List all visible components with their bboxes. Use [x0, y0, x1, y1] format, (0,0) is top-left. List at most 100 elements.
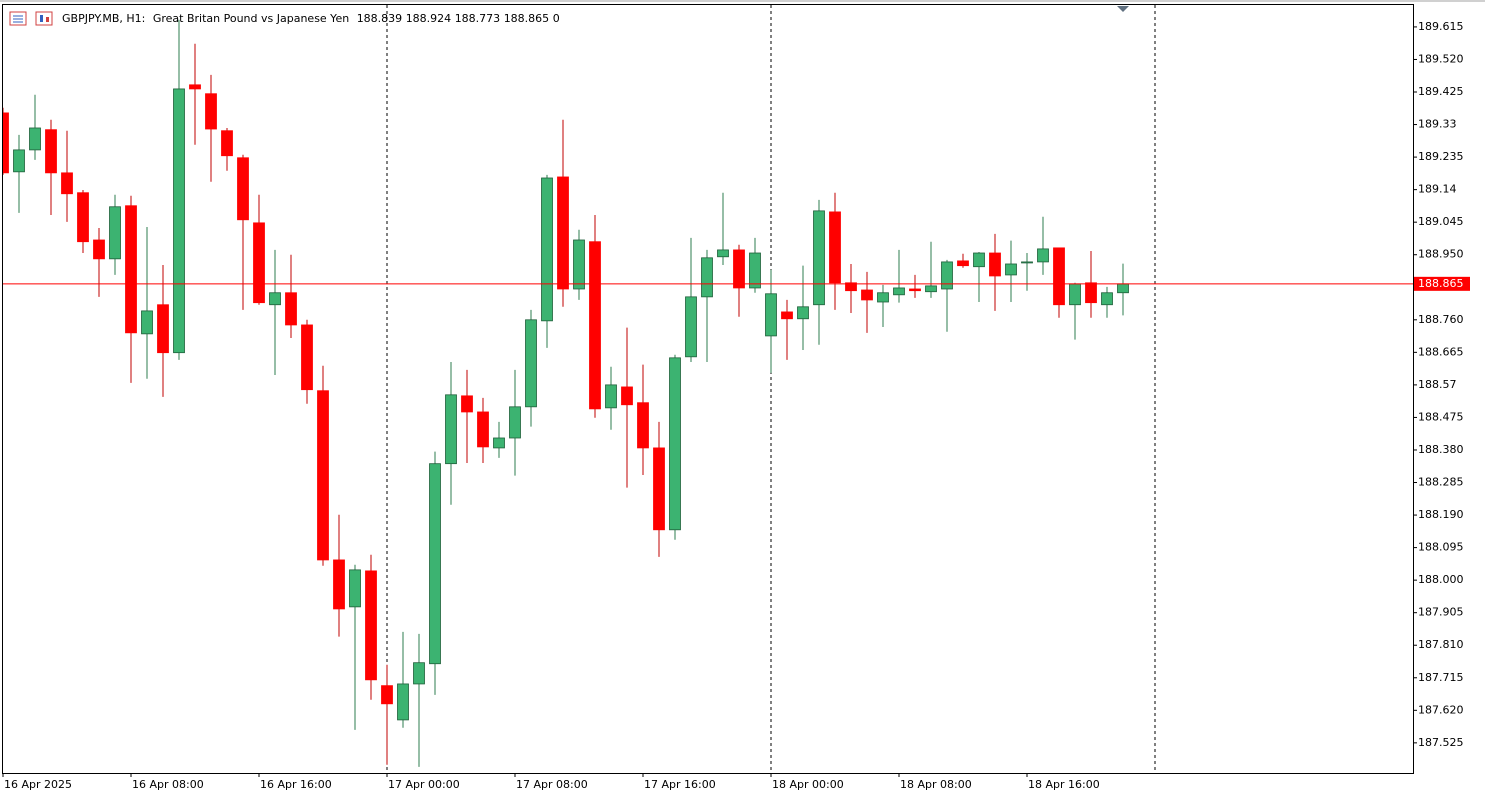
candle-body [845, 282, 857, 292]
candle-body [461, 395, 473, 413]
candle-body [685, 296, 697, 358]
y-tick-label: 188.095 [1418, 541, 1464, 554]
candle-body [141, 310, 153, 335]
candle-body [13, 149, 25, 173]
y-tick-label: 188.000 [1418, 573, 1464, 586]
candle-body [621, 386, 633, 406]
candle-body [605, 384, 617, 409]
candle-body [109, 206, 121, 260]
candle-body [877, 292, 889, 303]
candle-body [941, 261, 953, 290]
candle-body [29, 127, 41, 151]
y-tick-label: 189.520 [1418, 52, 1464, 65]
candle-body [301, 324, 313, 391]
x-tick-label: 16 Apr 16:00 [260, 778, 332, 791]
y-tick-label: 189.615 [1418, 20, 1464, 33]
candle-body [1037, 248, 1049, 263]
candle-body [1053, 247, 1065, 306]
x-tick-label: 17 Apr 08:00 [516, 778, 588, 791]
price-label-box [1414, 276, 1470, 291]
candle-body [637, 402, 649, 449]
candle-body [157, 304, 169, 354]
candle-body [813, 210, 825, 306]
last-low: 188.773 [455, 12, 501, 25]
symbol: GBPJPY.MB, H1: [62, 12, 145, 25]
candle-body [989, 252, 1001, 277]
candle-body [861, 289, 873, 301]
y-tick-label: 188.380 [1418, 443, 1464, 456]
header-icons [9, 11, 53, 26]
candle-body [1085, 282, 1097, 304]
candle-body [957, 260, 969, 267]
y-tick-label: 188.665 [1418, 345, 1464, 358]
candle-body [893, 287, 905, 296]
x-tick-label: 18 Apr 08:00 [900, 778, 972, 791]
y-tick-label: 189.425 [1418, 85, 1464, 98]
candle-body [205, 93, 217, 130]
candle-body [701, 257, 713, 298]
icon [35, 11, 53, 26]
candle-body [749, 252, 761, 289]
candle-body [1117, 283, 1129, 294]
x-tick-label: 17 Apr 16:00 [644, 778, 716, 791]
candle-body [93, 239, 105, 260]
x-tick-label: 18 Apr 00:00 [772, 778, 844, 791]
candle-body [365, 570, 377, 681]
candle-body [333, 559, 345, 610]
y-tick-label: 187.905 [1418, 606, 1464, 619]
y-tick-label: 189.045 [1418, 215, 1464, 228]
candle-body [797, 306, 809, 320]
candle-body [525, 319, 537, 408]
candle-body [1069, 283, 1081, 306]
candle-body [253, 222, 265, 304]
y-tick-label: 188.190 [1418, 508, 1464, 521]
candle-body [1021, 261, 1033, 264]
candle-body [349, 569, 361, 608]
candle-body [285, 292, 297, 326]
shift-marker [1117, 6, 1129, 12]
x-tick-label: 18 Apr 16:00 [1028, 778, 1100, 791]
candle-body [909, 288, 921, 292]
candle-body [925, 285, 937, 293]
plot-frame [2, 4, 1414, 774]
candle-body [509, 406, 521, 439]
candle-body [189, 84, 201, 90]
candle-body [653, 447, 665, 531]
candle-body [445, 394, 457, 465]
y-tick-label: 187.810 [1418, 638, 1464, 651]
candle-body [77, 192, 89, 243]
y-tick-label: 188.285 [1418, 476, 1464, 489]
candle-body [477, 411, 489, 448]
candle-body [973, 252, 985, 268]
y-tick-label: 189.235 [1418, 150, 1464, 163]
candle-body [1005, 263, 1017, 276]
y-tick-label: 188.950 [1418, 248, 1464, 261]
y-tick-label: 188.760 [1418, 313, 1464, 326]
y-tick-label: 188.57 [1418, 378, 1457, 391]
candle-body [269, 292, 281, 306]
candle-body [237, 157, 249, 221]
price-label: 188.865 [1418, 277, 1464, 290]
x-tick-label: 16 Apr 08:00 [132, 778, 204, 791]
x-tick-label: 17 Apr 00:00 [388, 778, 460, 791]
last-high: 188.924 [406, 12, 452, 25]
y-tick-label: 187.525 [1418, 736, 1464, 749]
candle-body [493, 437, 505, 449]
plot-area [3, 5, 1413, 773]
candle-body [45, 129, 57, 174]
last-open: 188.839 [357, 12, 403, 25]
candle-body [669, 357, 681, 531]
y-tick-label: 188.475 [1418, 410, 1464, 423]
icon [40, 15, 43, 22]
candle-body [413, 662, 425, 685]
candle-body [317, 390, 329, 561]
candle-body [61, 172, 73, 195]
candle-body [781, 311, 793, 320]
description: Great Britan Pound vs Japanese Yen [153, 12, 349, 25]
y-tick-label: 189.33 [1418, 118, 1457, 131]
candle-body [541, 177, 553, 322]
candle-body [381, 685, 393, 705]
candle-body [765, 293, 777, 337]
candle-body [829, 211, 841, 284]
candle-body [3, 112, 9, 174]
